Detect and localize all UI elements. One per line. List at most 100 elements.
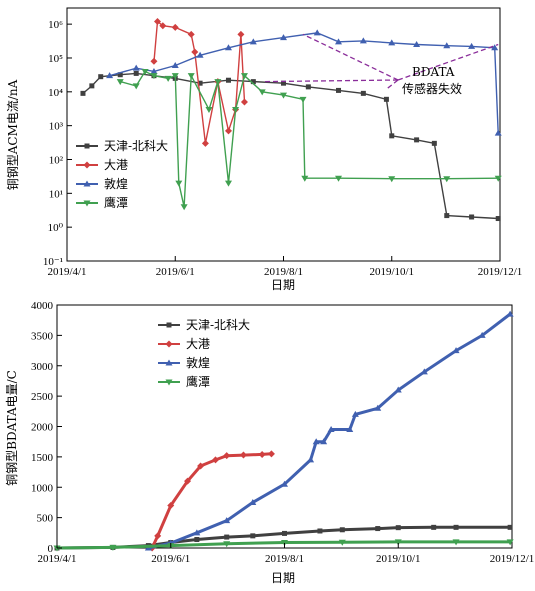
data-point-0-4 <box>194 536 200 542</box>
x-tick-label-4: 2019/12/1 <box>478 266 523 278</box>
data-point-3-17 <box>301 175 309 182</box>
data-point-2-15 <box>491 44 499 51</box>
y-tick-label-7: 3500 <box>31 330 54 342</box>
data-point-3-13 <box>240 73 248 80</box>
data-point-2-10 <box>359 37 367 44</box>
data-point-2-13 <box>443 42 451 49</box>
series-line-2 <box>148 312 512 550</box>
data-point-2-0 <box>106 72 114 79</box>
legend-label-3: 鹰潭 <box>186 374 210 389</box>
top-series-layer <box>80 17 502 222</box>
legend-label-3: 鹰潭 <box>104 195 128 210</box>
legend-label-2: 敦煌 <box>186 355 210 370</box>
data-point-3-6 <box>394 539 402 546</box>
data-point-2-16 <box>494 129 502 136</box>
legend-label-0: 天津-北科大 <box>104 139 168 153</box>
data-point-2-7 <box>280 34 287 41</box>
data-point-0-9 <box>250 79 256 85</box>
data-point-2-3 <box>171 61 179 68</box>
legend-label-0: 天津-北科大 <box>186 318 250 332</box>
series-line-0 <box>56 525 511 550</box>
data-point-2-3 <box>223 517 231 524</box>
y-tick-label-8: 4000 <box>31 300 54 312</box>
data-point-0-16 <box>414 137 420 143</box>
annotation-arrow-0 <box>262 79 399 83</box>
data-point-3-1 <box>132 83 140 90</box>
data-point-3-19 <box>388 176 396 183</box>
x-tick-label-1: 2019/6/1 <box>156 266 195 278</box>
x-tick-label-3: 2019/10/1 <box>376 553 421 565</box>
data-point-1-2 <box>167 501 175 509</box>
data-point-2-14 <box>420 368 428 375</box>
y-tick-label-6: 10⁵ <box>48 53 63 65</box>
data-point-2-15 <box>452 347 460 354</box>
x-tick-label-0: 2019/4/1 <box>47 266 86 278</box>
data-point-3-12 <box>232 107 240 114</box>
data-point-0-0 <box>80 90 86 96</box>
bottom-x-ticks: 2019/4/1 2019/6/1 2019/8/1 2019/10/1 2019/12… <box>37 543 534 565</box>
series-1 <box>148 450 275 552</box>
y-tick-label-0: 10⁻¹ <box>43 256 63 268</box>
annotation-arrow-3 <box>397 43 499 81</box>
series-2 <box>106 29 502 136</box>
x-tick-label-0: 2019/4/1 <box>37 553 76 565</box>
x-tick-label-1: 2019/6/1 <box>151 553 190 565</box>
data-point-1-5 <box>212 456 220 464</box>
data-point-2-5 <box>224 44 232 51</box>
data-point-2-2 <box>150 67 158 74</box>
data-point-2-8 <box>320 438 328 445</box>
data-point-1-1 <box>154 17 162 25</box>
x-tick-label-4: 2019/12/1 <box>490 553 535 565</box>
data-point-0-12 <box>431 524 437 530</box>
data-point-3-8 <box>506 539 514 546</box>
data-point-2-9 <box>327 426 335 433</box>
data-point-3-11 <box>224 180 232 187</box>
data-point-1-2 <box>159 22 167 30</box>
y-tick-label-1: 500 <box>37 513 54 525</box>
y-tick-label-5: 2500 <box>31 391 54 403</box>
y-tick-label-5: 10⁴ <box>48 87 63 99</box>
data-point-0-8 <box>317 528 323 534</box>
data-point-0-14 <box>507 524 513 530</box>
legend-label-1: 大港 <box>104 158 128 172</box>
data-point-1-6 <box>201 139 209 147</box>
data-point-1-11 <box>240 98 248 106</box>
y-tick-label-4: 10³ <box>49 121 64 133</box>
data-point-0-15 <box>389 133 395 139</box>
data-point-3-7 <box>180 204 188 211</box>
legend-marker-1 <box>165 340 173 348</box>
y-tick-label-3: 10² <box>49 154 64 166</box>
data-point-0-5 <box>224 534 230 540</box>
series-line-1 <box>150 452 272 549</box>
data-point-3-21 <box>494 175 502 182</box>
data-point-1-5 <box>191 48 199 56</box>
y-tick-label-2: 10¹ <box>49 188 63 200</box>
data-point-2-4 <box>249 498 257 505</box>
series-0 <box>80 70 501 222</box>
data-point-2-13 <box>394 386 402 393</box>
legend-label-2: 敦煌 <box>104 176 128 191</box>
data-point-3-3 <box>223 541 231 548</box>
data-point-2-5 <box>281 480 288 487</box>
data-point-0-11 <box>305 84 311 90</box>
data-point-0-7 <box>197 80 203 86</box>
y-tick-label-6: 3000 <box>31 361 54 373</box>
top-annotation-layer: BDATA 传感器失效 <box>262 33 499 96</box>
annotation-arrow-1 <box>302 33 399 81</box>
legend-marker-2 <box>165 359 173 366</box>
data-point-1-6 <box>223 452 231 460</box>
top-y-axis-label: 铜钢型ACM电流/nA <box>5 79 20 190</box>
data-point-1-0 <box>150 57 158 65</box>
data-point-1-8 <box>258 450 266 458</box>
annotation-subtitle: 传感器失效 <box>402 81 462 96</box>
data-point-2-1 <box>132 64 140 71</box>
data-point-2-7 <box>312 438 320 445</box>
legend-marker-0 <box>166 322 172 328</box>
data-point-3-9 <box>205 107 213 114</box>
data-point-2-4 <box>196 51 204 58</box>
data-point-2-2 <box>193 529 201 536</box>
data-point-2-12 <box>413 41 421 48</box>
data-point-0-13 <box>360 90 366 96</box>
